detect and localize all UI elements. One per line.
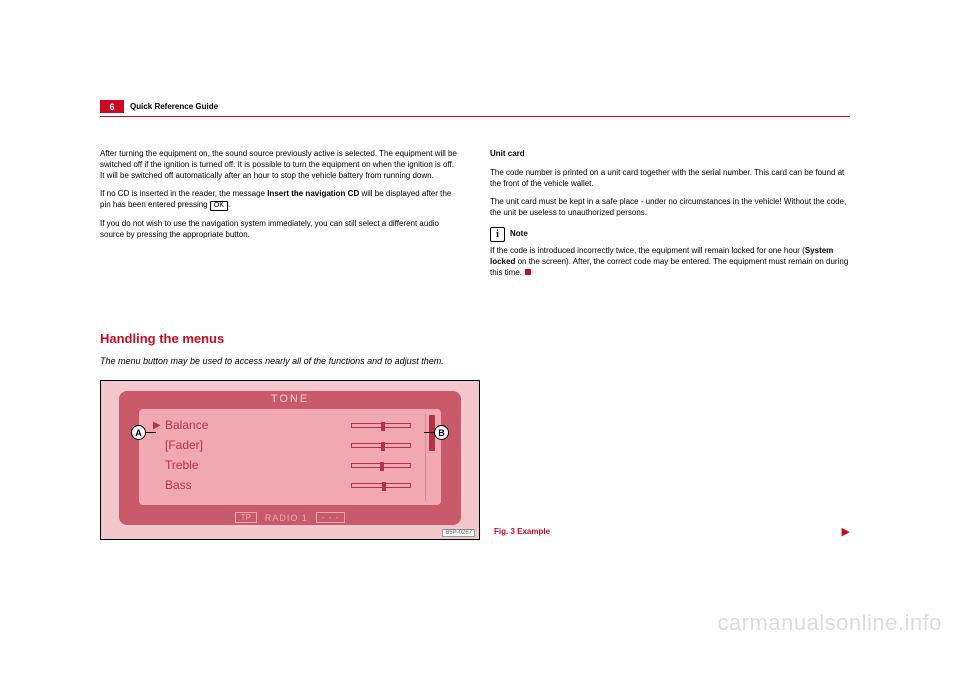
section-subtitle: The menu button may be used to access ne… <box>100 356 850 366</box>
figure-caption: Fig. 3 Example <box>494 527 550 540</box>
slider-thumb <box>381 422 385 431</box>
paragraph: If the code is introduced incorrectly tw… <box>490 246 850 278</box>
header: 6 Quick Reference Guide <box>100 100 850 113</box>
slider <box>351 482 411 488</box>
menu-list: ▶Balance [Fader] Treble Bass <box>139 409 425 505</box>
left-column: After turning the equipment on, the soun… <box>100 149 460 286</box>
paragraph: After turning the equipment on, the soun… <box>100 149 460 181</box>
device-screen: TONE ▶Balance [Fader] Treble Bass TP RADIO … <box>119 391 461 525</box>
slider-thumb <box>382 482 386 491</box>
section-title: Handling the menus <box>100 331 850 346</box>
menu-item: [Fader] <box>153 435 411 455</box>
end-marker-icon <box>525 269 531 275</box>
menu-item: Bass <box>153 475 411 495</box>
slider <box>351 462 411 468</box>
text: If the code is introduced incorrectly tw… <box>490 246 805 255</box>
note-label: Note <box>510 229 528 240</box>
body-columns: After turning the equipment on, the soun… <box>100 149 850 286</box>
screen-body: ▶Balance [Fader] Treble Bass <box>139 409 441 505</box>
screen-title: TONE <box>119 391 461 406</box>
header-rule <box>100 116 850 117</box>
text: . <box>228 200 230 209</box>
menu-item: Treble <box>153 455 411 475</box>
callout-a-line <box>146 432 156 433</box>
paragraph: The unit card must be kept in a safe pla… <box>490 197 850 219</box>
figure-frame: TONE ▶Balance [Fader] Treble Bass TP RADIO … <box>100 380 480 540</box>
menu-item-label: Bass <box>165 478 351 492</box>
paragraph: The code number is printed on a unit car… <box>490 168 850 190</box>
menu-item-label: Treble <box>165 458 351 472</box>
slider <box>351 442 411 448</box>
selection-arrow-icon: ▶ <box>153 420 165 431</box>
menu-item-label: [Fader] <box>165 438 351 452</box>
footer-dashes: - - - <box>316 512 345 523</box>
note-heading: i Note <box>490 227 850 242</box>
paragraph: If you do not wish to use the navigation… <box>100 219 460 241</box>
menu-item-label: Balance <box>165 418 351 432</box>
watermark: carmanualsonline.info <box>717 610 942 636</box>
slider <box>351 422 411 428</box>
paragraph: If no CD is inserted in the reader, the … <box>100 189 460 211</box>
figure-row: TONE ▶Balance[Fader]TrebleBass TP RADIO … <box>100 380 850 540</box>
callout-b-line <box>424 432 434 433</box>
footer-source: RADIO 1 <box>265 513 308 523</box>
ok-key-icon: OK <box>210 201 228 211</box>
page-number: 6 <box>100 100 124 113</box>
menu-item: ▶Balance <box>153 415 411 435</box>
text: If no CD is inserted in the reader, the … <box>100 189 267 198</box>
right-column: Unit card The code number is printed on … <box>490 149 850 286</box>
screen-footer: TP RADIO 1 - - - <box>119 512 461 523</box>
text: on the screen). After, the correct code … <box>490 257 848 277</box>
subheading: Unit card <box>490 149 850 160</box>
info-icon: i <box>490 227 505 242</box>
header-title: Quick Reference Guide <box>130 102 218 111</box>
figure-ref-label: B5P-0267 <box>442 529 475 537</box>
continue-arrow-icon: ▶ <box>842 525 850 540</box>
slider-thumb <box>381 442 385 451</box>
footer-tp-box: TP <box>235 512 257 523</box>
text-bold: Insert the navigation CD <box>267 189 359 198</box>
slider-thumb <box>380 462 384 471</box>
